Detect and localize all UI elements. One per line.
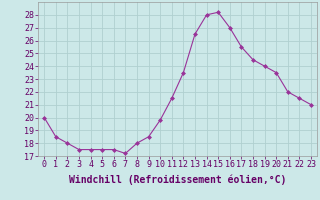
X-axis label: Windchill (Refroidissement éolien,°C): Windchill (Refroidissement éolien,°C) (69, 175, 286, 185)
